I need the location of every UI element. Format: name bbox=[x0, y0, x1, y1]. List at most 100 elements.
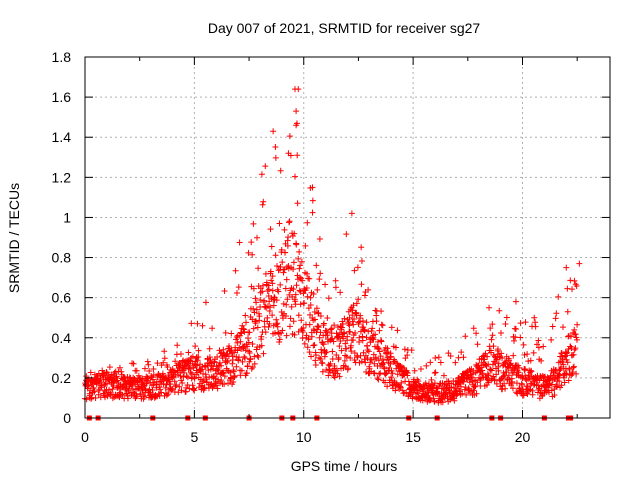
data-point bbox=[250, 285, 257, 292]
data-point bbox=[365, 348, 372, 355]
data-point bbox=[305, 336, 312, 343]
data-point bbox=[394, 327, 401, 334]
data-point bbox=[513, 389, 520, 396]
data-point bbox=[376, 348, 383, 355]
data-point bbox=[102, 373, 109, 380]
data-point bbox=[163, 381, 170, 388]
data-point bbox=[283, 301, 290, 308]
data-point bbox=[570, 364, 577, 371]
data-point bbox=[116, 364, 123, 371]
data-point bbox=[250, 220, 257, 227]
data-point bbox=[524, 351, 531, 358]
data-point bbox=[319, 368, 326, 375]
data-point bbox=[564, 308, 571, 315]
data-point bbox=[357, 328, 364, 335]
data-point bbox=[348, 210, 355, 217]
data-point bbox=[355, 296, 362, 303]
data-point bbox=[573, 370, 580, 377]
data-point bbox=[137, 391, 144, 398]
data-point bbox=[220, 370, 227, 377]
data-point bbox=[246, 329, 253, 336]
data-point bbox=[109, 386, 116, 393]
data-point bbox=[285, 234, 292, 241]
data-point bbox=[530, 349, 537, 356]
data-point bbox=[532, 323, 539, 330]
data-point bbox=[246, 349, 253, 356]
data-point bbox=[495, 360, 502, 367]
y-tick-label: 1.2 bbox=[52, 169, 72, 185]
data-point bbox=[290, 266, 297, 273]
data-point bbox=[490, 343, 497, 350]
data-point bbox=[206, 354, 213, 361]
data-point bbox=[556, 378, 563, 385]
data-point bbox=[217, 350, 224, 357]
data-point bbox=[502, 385, 509, 392]
data-point bbox=[414, 376, 421, 383]
data-point bbox=[254, 324, 261, 331]
data-point bbox=[295, 86, 302, 93]
data-point bbox=[427, 359, 434, 366]
data-point bbox=[555, 374, 562, 381]
data-point bbox=[249, 251, 256, 258]
data-point bbox=[320, 320, 327, 327]
data-point bbox=[293, 282, 300, 289]
data-point bbox=[311, 342, 318, 349]
data-point bbox=[378, 308, 385, 315]
data-point bbox=[337, 289, 344, 296]
data-point bbox=[259, 288, 266, 295]
data-point bbox=[525, 372, 532, 379]
data-point bbox=[378, 321, 385, 328]
data-point bbox=[194, 357, 201, 364]
data-point bbox=[241, 328, 248, 335]
data-point bbox=[335, 334, 342, 341]
data-point bbox=[293, 108, 300, 115]
data-point bbox=[245, 335, 252, 342]
data-point bbox=[274, 320, 281, 327]
data-point bbox=[415, 378, 422, 385]
data-point bbox=[570, 363, 577, 370]
data-point bbox=[572, 345, 579, 352]
data-point bbox=[473, 390, 480, 397]
data-point bbox=[161, 348, 168, 355]
data-point bbox=[265, 286, 272, 293]
data-point bbox=[503, 314, 510, 321]
data-point bbox=[351, 356, 358, 363]
data-point bbox=[548, 336, 555, 343]
data-point bbox=[106, 386, 113, 393]
data-point bbox=[485, 372, 492, 379]
data-point bbox=[275, 267, 282, 274]
data-point bbox=[341, 357, 348, 364]
data-point bbox=[301, 340, 308, 347]
data-point bbox=[214, 366, 221, 373]
data-point bbox=[258, 333, 265, 340]
data-point bbox=[174, 342, 181, 349]
data-point bbox=[509, 378, 516, 385]
data-point bbox=[201, 384, 208, 391]
data-point bbox=[327, 360, 334, 367]
data-point bbox=[192, 343, 199, 350]
data-point bbox=[559, 324, 566, 331]
data-point bbox=[352, 329, 359, 336]
data-point bbox=[552, 383, 559, 390]
data-point bbox=[183, 373, 190, 380]
data-point bbox=[427, 397, 434, 404]
data-point bbox=[351, 315, 358, 322]
data-point bbox=[361, 326, 368, 333]
data-point bbox=[351, 267, 358, 274]
data-point bbox=[465, 385, 472, 392]
data-point bbox=[329, 335, 336, 342]
data-point bbox=[231, 372, 238, 379]
data-point bbox=[299, 277, 306, 284]
data-point bbox=[274, 263, 281, 270]
data-point bbox=[279, 259, 286, 266]
data-point bbox=[498, 350, 505, 357]
tick-layer: 0 0.2 0.4 0.6 0.8 1 1.2 1.4 1.6 1.8 0 5 10 15 20 bbox=[52, 49, 610, 445]
data-point bbox=[85, 382, 92, 389]
data-point bbox=[255, 353, 262, 360]
data-point bbox=[350, 321, 357, 328]
data-point bbox=[564, 349, 571, 356]
data-point bbox=[234, 339, 241, 346]
data-point bbox=[518, 381, 525, 388]
data-point bbox=[330, 338, 337, 345]
data-point bbox=[367, 339, 374, 346]
